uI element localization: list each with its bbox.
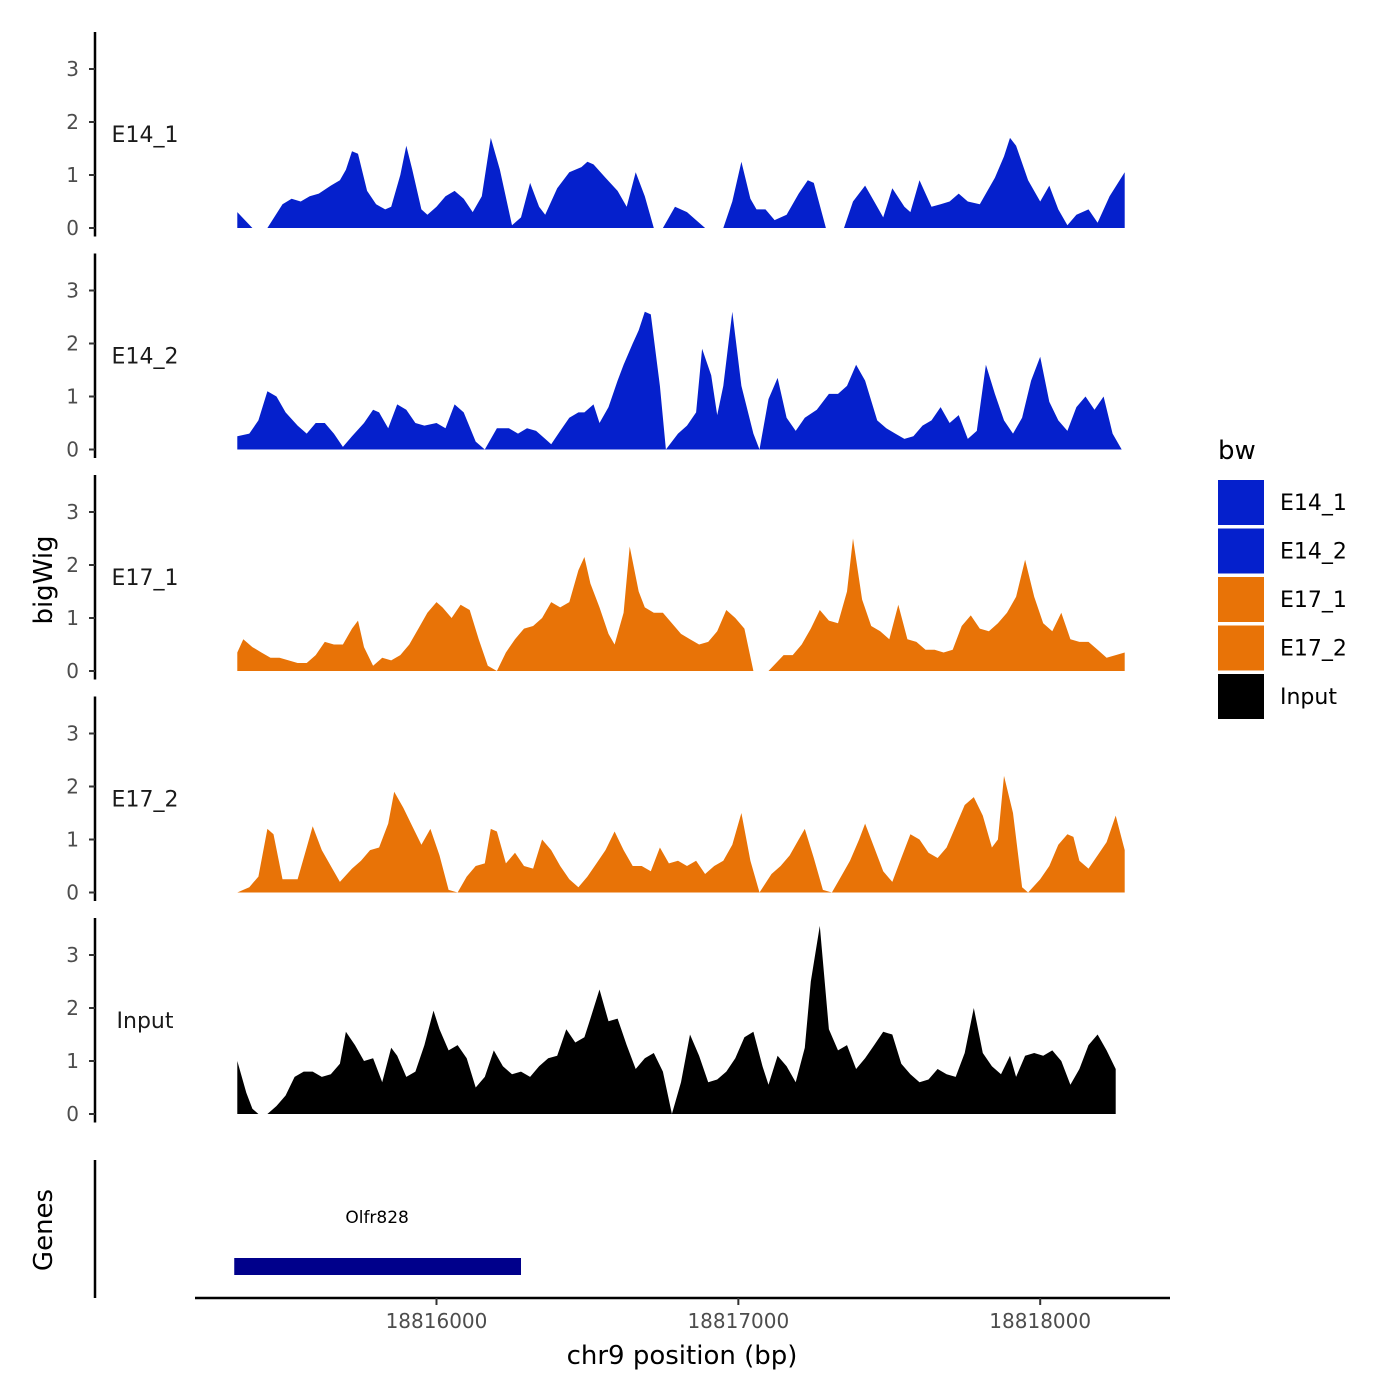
legend-swatch-e14-1 bbox=[1218, 480, 1264, 525]
genes-axis-title: Genes bbox=[29, 1189, 59, 1271]
signal-area-e17-1 bbox=[237, 538, 1125, 671]
y-tick-label: 2 bbox=[66, 110, 79, 134]
y-tick-label: 3 bbox=[66, 943, 79, 967]
signal-area-e17-2 bbox=[237, 775, 1125, 893]
x-axis: 18816000 18817000 18818000 bbox=[195, 1296, 1170, 1333]
y-tick-label: 3 bbox=[66, 722, 79, 746]
legend-label: E14_2 bbox=[1280, 540, 1347, 565]
y-tick-label: 0 bbox=[66, 438, 79, 462]
y-tick-label: 1 bbox=[66, 828, 79, 852]
legend-label: E17_2 bbox=[1280, 637, 1347, 662]
genes-panel: Olfr828 bbox=[93, 1160, 522, 1298]
signal-area-e14-1 bbox=[237, 137, 1125, 228]
track-e17-2: 0 1 2 3 E17_2 bbox=[66, 696, 1125, 905]
track-e17-1: 0 1 2 3 E17_1 bbox=[66, 475, 1125, 683]
x-tick-label: 18817000 bbox=[687, 1309, 789, 1333]
legend-swatch-input bbox=[1218, 674, 1264, 719]
y-tick-label: 1 bbox=[66, 163, 79, 187]
track-label: Input bbox=[117, 1009, 174, 1034]
gene-label: Olfr828 bbox=[345, 1208, 409, 1228]
y-tick-label: 3 bbox=[66, 57, 79, 81]
track-e14-2: 0 1 2 3 E14_2 bbox=[66, 253, 1122, 462]
gene-bar-olfr828 bbox=[234, 1258, 522, 1275]
signal-tracks: 0 1 2 3 E14_1 0 1 2 3 E14_2 0 1 2 3 E17_1 0 1 2 3 E17_2 0 1 2 3… bbox=[66, 32, 1125, 1126]
y-tick-label: 2 bbox=[66, 775, 79, 799]
y-tick-label: 3 bbox=[66, 279, 79, 303]
y-tick-label: 2 bbox=[66, 996, 79, 1020]
track-label: E17_2 bbox=[112, 788, 179, 813]
x-axis-title: chr9 position (bp) bbox=[567, 1341, 798, 1371]
track-input: 0 1 2 3 Input bbox=[66, 918, 1116, 1126]
x-tick-label: 18818000 bbox=[989, 1309, 1091, 1333]
legend-swatch-e17-1 bbox=[1218, 577, 1264, 622]
legend-swatch-e17-2 bbox=[1218, 625, 1264, 671]
legend-label: Input bbox=[1280, 685, 1337, 710]
y-tick-label: 0 bbox=[66, 1102, 79, 1126]
y-tick-label: 2 bbox=[66, 332, 79, 356]
legend: bw E14_1 E14_2 E17_1 E17_2 Input bbox=[1218, 436, 1347, 719]
y-tick-label: 1 bbox=[66, 606, 79, 630]
y-tick-label: 0 bbox=[66, 881, 79, 905]
track-e14-1: 0 1 2 3 E14_1 bbox=[66, 32, 1125, 240]
x-tick-label: 18816000 bbox=[386, 1309, 488, 1333]
y-tick-label: 0 bbox=[66, 659, 79, 683]
track-label: E14_1 bbox=[112, 123, 179, 148]
track-label: E14_2 bbox=[112, 345, 179, 370]
y-tick-label: 3 bbox=[66, 500, 79, 524]
y-tick-label: 1 bbox=[66, 385, 79, 409]
legend-label: E14_1 bbox=[1280, 491, 1347, 516]
y-tick-label: 0 bbox=[66, 216, 79, 240]
legend-title: bw bbox=[1218, 436, 1256, 466]
signal-area-input bbox=[237, 925, 1116, 1114]
signal-area-e14-2 bbox=[237, 311, 1122, 450]
legend-swatch-e14-2 bbox=[1218, 528, 1264, 574]
track-label: E17_1 bbox=[112, 566, 179, 591]
y-tick-label: 2 bbox=[66, 553, 79, 577]
legend-label: E17_1 bbox=[1280, 588, 1347, 613]
y-axis-title: bigWig bbox=[29, 535, 59, 624]
y-tick-label: 1 bbox=[66, 1049, 79, 1073]
